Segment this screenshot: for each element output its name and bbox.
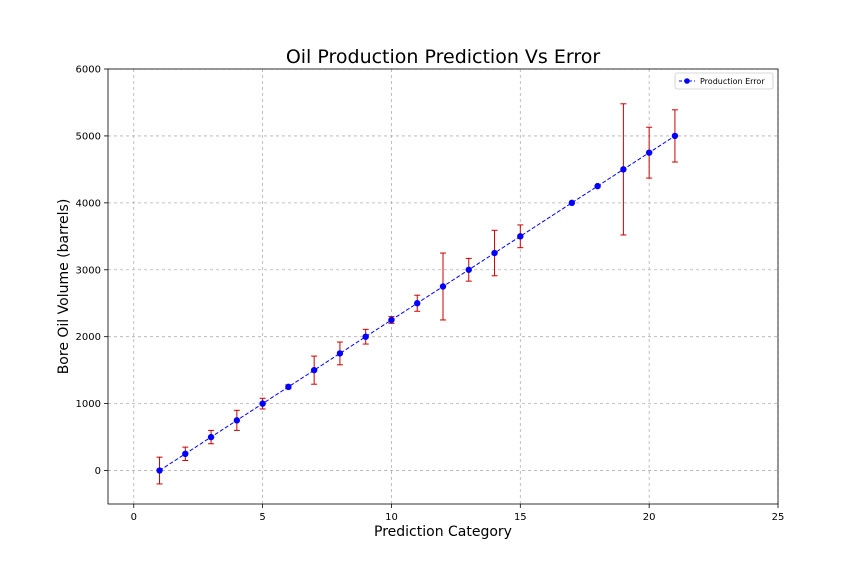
x-tick-label: 0 — [131, 512, 137, 523]
data-point — [465, 266, 472, 273]
x-tick-label: 10 — [385, 512, 398, 523]
data-point — [671, 132, 679, 140]
data-point — [517, 233, 524, 240]
legend: Production Error — [674, 72, 774, 90]
data-point — [336, 350, 344, 357]
data-point — [362, 333, 369, 340]
data-point — [182, 450, 189, 458]
data-point — [568, 199, 576, 207]
y-tick-label: 2000 — [76, 332, 101, 343]
data-point — [594, 182, 601, 190]
y-tick-label: 4000 — [76, 198, 101, 209]
y-tick-label: 3000 — [76, 265, 101, 276]
chart-title: Oil Production Prediction Vs Error — [286, 46, 601, 68]
series-line-production-error — [159, 135, 676, 471]
x-tick-label: 20 — [643, 512, 656, 523]
data-point — [310, 366, 318, 374]
series-lines — [159, 135, 676, 471]
data-point — [414, 300, 421, 307]
data-point — [620, 166, 627, 173]
plot-area-frame — [107, 68, 779, 505]
legend-entry-production-error: Production Error — [700, 77, 765, 86]
y-tick-label: 6000 — [76, 65, 101, 76]
y-tick-label: 1000 — [76, 399, 101, 410]
data-points — [156, 132, 679, 474]
data-point — [207, 433, 215, 441]
y-tick-label: 5000 — [76, 131, 101, 142]
x-axis-label: Prediction Category — [374, 524, 512, 540]
data-point — [259, 400, 266, 407]
data-point — [233, 417, 241, 424]
data-point — [491, 249, 498, 257]
data-point — [645, 149, 653, 156]
data-point — [285, 383, 292, 391]
legend-box — [674, 72, 774, 90]
x-tick-label: 25 — [772, 512, 785, 523]
x-tick-label: 5 — [259, 512, 265, 523]
data-point — [388, 316, 395, 324]
legend-marker-sample — [684, 78, 690, 84]
y-tick-label: 0 — [95, 466, 101, 477]
data-point — [439, 283, 447, 290]
y-axis-label: Bore Oil Volume (barrels) — [56, 199, 72, 375]
data-point — [156, 467, 163, 474]
x-tick-label: 15 — [514, 512, 527, 523]
axis-ticks: 0 5 10 15 20 25 0 1000 2000 3000 4000 5000 6000 — [76, 65, 785, 524]
